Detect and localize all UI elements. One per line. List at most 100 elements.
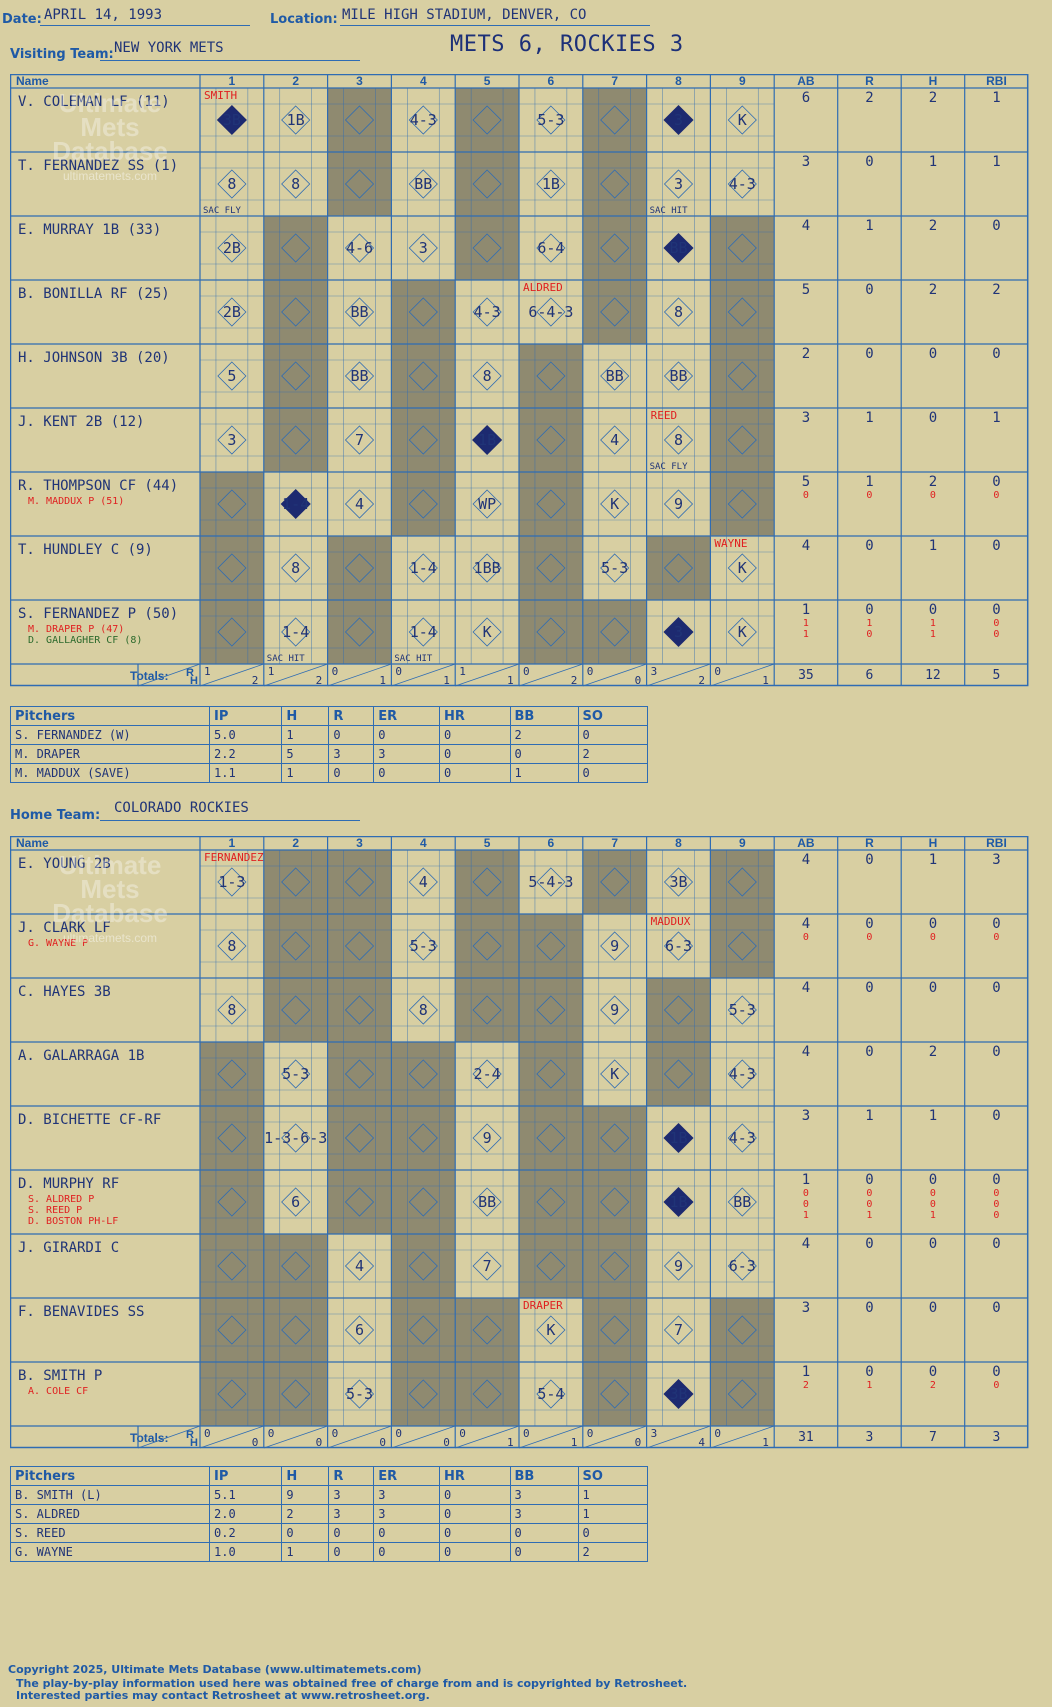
visiting-team-label: Visiting Team: — [10, 47, 114, 62]
home-diamond — [408, 1315, 438, 1345]
home-diamond — [536, 1379, 566, 1409]
home-play: 6-3 — [729, 1257, 756, 1275]
visiting-diamond — [217, 617, 247, 647]
visiting-batter-name: S. FERNANDEZ P (50) — [18, 606, 178, 622]
home-diamond — [408, 1123, 438, 1153]
home-play: 5-4-3 — [528, 873, 573, 891]
home-pitcher-stat: 2 — [281, 1504, 330, 1524]
home-batter-stat: 0 — [865, 980, 873, 996]
visiting-diamond — [727, 553, 757, 583]
visiting-diamond — [663, 169, 694, 199]
visiting-inning-runs: 0 — [587, 665, 594, 678]
home-total-divider — [199, 1425, 264, 1449]
visiting-pitcher-row: M. MADDUX (SAVE) 1.1 1 0 0 0 1 0 — [10, 763, 649, 783]
home-batter-stat: 2 — [929, 1044, 937, 1060]
visiting-diamond — [536, 105, 566, 135]
visiting-diamond — [663, 616, 694, 648]
home-diamond — [472, 1123, 502, 1153]
home-batter-name: D. MURPHY RF — [18, 1176, 119, 1192]
visiting-play: 3 — [419, 239, 428, 257]
home-diamond — [727, 1379, 757, 1409]
visiting-diamond — [217, 297, 247, 327]
game-result: METS 6, ROCKIES 3 — [450, 32, 684, 57]
visiting-play: 7 — [355, 431, 364, 449]
home-inning-header: 8 — [675, 836, 682, 850]
visiting-dark-cell — [455, 88, 519, 152]
visiting-batter-stat: 0 — [929, 410, 937, 426]
visiting-play-note: SAC HIT — [394, 654, 433, 664]
visiting-inning-header: 3 — [356, 74, 363, 88]
visiting-inning-header: 6 — [548, 74, 555, 88]
visiting-dark-cell — [519, 408, 583, 472]
visiting-stat-header: H — [929, 74, 938, 88]
home-pitcher-stat: 0 — [438, 1523, 511, 1543]
home-play: 3B — [669, 1385, 687, 1403]
visiting-diamond — [281, 105, 311, 135]
home-inning-hits: 0 — [252, 1436, 259, 1449]
visiting-batter-name: R. THOMPSON CF (44) — [18, 478, 178, 494]
home-batter-name: J. GIRARDI C — [18, 1240, 119, 1256]
home-stat-header: H — [929, 836, 938, 850]
home-total-divider — [327, 1425, 392, 1449]
home-pitcher-col-header: SO — [577, 1466, 649, 1486]
visiting-diamond — [217, 489, 247, 519]
home-diamond — [281, 1187, 311, 1217]
home-play: 8 — [227, 937, 236, 955]
home-diamond — [600, 867, 630, 897]
home-pitcher-stat: 0 — [328, 1523, 375, 1543]
home-stat-total: 31 — [798, 1430, 814, 1445]
visiting-inning-header: 7 — [611, 74, 618, 88]
visiting-inning-header: 9 — [739, 74, 746, 88]
home-diamond — [281, 1315, 311, 1345]
visiting-watermark-text: Mets — [80, 112, 139, 142]
visiting-batter-stat: 3 — [802, 410, 810, 426]
visiting-play: 1B — [542, 175, 560, 193]
home-dark-cell — [391, 1106, 456, 1170]
home-pitcher-stat: 3 — [509, 1485, 579, 1505]
visiting-dark-cell — [263, 216, 328, 280]
visiting-pitcher-stat: 0 — [509, 744, 579, 764]
home-dark-cell — [710, 1362, 775, 1426]
visiting-batter-stat: 0 — [930, 490, 936, 501]
visiting-pitcher-col-header: R — [328, 706, 375, 726]
home-diamond — [408, 1059, 438, 1089]
home-pitcher-stat: 0 — [438, 1504, 511, 1524]
visiting-substitute-name: D. GALLAGHER CF (8) — [28, 635, 142, 646]
visiting-batter-stat: 3 — [802, 154, 810, 170]
visiting-diamond — [281, 361, 311, 391]
home-batter-stat: 0 — [992, 1108, 1000, 1124]
visiting-batter-stat: 0 — [865, 538, 873, 554]
visiting-inning-hits: 2 — [571, 674, 578, 687]
home-pitching-change: MADDUX — [651, 915, 691, 928]
home-dark-cell — [391, 1170, 456, 1234]
visiting-dark-cell — [327, 152, 392, 216]
visiting-dark-cell — [710, 472, 775, 536]
home-pitching-change: DRAPER — [523, 1299, 563, 1312]
home-pitcher-stat: 3 — [328, 1504, 375, 1524]
visiting-diamond — [344, 297, 375, 327]
home-dark-cell — [582, 1106, 647, 1170]
home-pitcher-stat: 0 — [438, 1542, 511, 1562]
visiting-pitcher-name: S. FERNANDEZ (W) — [10, 725, 210, 745]
home-batter-stat: 4 — [802, 980, 810, 996]
home-dark-cell — [327, 978, 392, 1042]
location-underline — [340, 25, 650, 26]
visiting-dark-cell — [391, 280, 456, 344]
home-pitcher-stat: 0 — [438, 1485, 511, 1505]
visiting-pitcher-name: M. MADDUX (SAVE) — [10, 763, 210, 783]
home-batter-stat: 0 — [992, 1172, 1000, 1188]
home-total-divider — [646, 1425, 711, 1449]
visiting-diamond — [600, 617, 630, 647]
home-diamond — [600, 1187, 630, 1217]
visiting-play: 4-3 — [410, 111, 437, 129]
home-dark-cell — [582, 1362, 647, 1426]
home-diamond — [727, 931, 757, 961]
home-diamond — [536, 931, 566, 961]
home-play: 9 — [610, 1001, 619, 1019]
home-diamond — [600, 1315, 630, 1345]
home-inning-runs: 0 — [587, 1427, 594, 1440]
home-dark-cell — [582, 1298, 647, 1362]
visiting-dark-cell — [391, 408, 456, 472]
home-diamond — [472, 867, 502, 897]
home-pitcher-stat: 3 — [373, 1485, 440, 1505]
